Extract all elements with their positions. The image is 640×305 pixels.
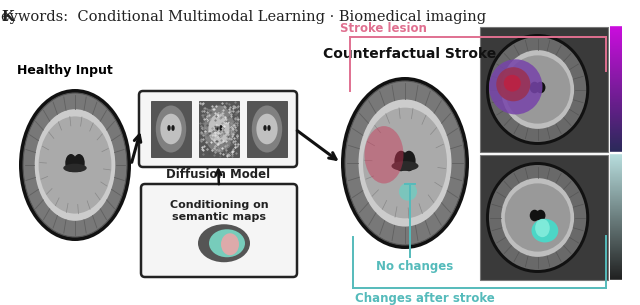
Ellipse shape <box>220 125 223 131</box>
Ellipse shape <box>399 183 417 201</box>
Ellipse shape <box>535 219 550 237</box>
Ellipse shape <box>536 210 545 221</box>
Text: Diffusion Model: Diffusion Model <box>166 168 270 181</box>
Ellipse shape <box>215 125 219 131</box>
Bar <box>199 101 239 157</box>
Text: No changes: No changes <box>376 260 453 273</box>
Ellipse shape <box>38 117 111 214</box>
Ellipse shape <box>505 56 570 124</box>
Ellipse shape <box>263 125 267 131</box>
Ellipse shape <box>530 210 540 221</box>
Ellipse shape <box>221 233 239 255</box>
Ellipse shape <box>365 126 403 184</box>
Ellipse shape <box>392 161 419 171</box>
Ellipse shape <box>363 108 447 218</box>
Ellipse shape <box>252 106 282 152</box>
Ellipse shape <box>65 154 77 172</box>
Bar <box>480 27 608 152</box>
Ellipse shape <box>156 106 186 152</box>
Text: Stroke lesion: Stroke lesion <box>340 22 427 35</box>
Ellipse shape <box>73 154 84 172</box>
Ellipse shape <box>268 125 271 131</box>
FancyBboxPatch shape <box>139 91 297 167</box>
FancyBboxPatch shape <box>141 184 297 277</box>
Ellipse shape <box>345 81 465 245</box>
Ellipse shape <box>536 82 545 93</box>
Ellipse shape <box>530 82 540 93</box>
Ellipse shape <box>489 165 586 270</box>
Ellipse shape <box>504 75 521 92</box>
Text: Conditioning on
semantic maps: Conditioning on semantic maps <box>170 200 268 222</box>
Ellipse shape <box>172 125 175 131</box>
Ellipse shape <box>209 229 245 257</box>
Ellipse shape <box>532 219 558 242</box>
Ellipse shape <box>486 162 589 273</box>
Ellipse shape <box>204 106 234 152</box>
Ellipse shape <box>501 50 574 129</box>
Ellipse shape <box>23 93 127 237</box>
Text: K: K <box>1 10 13 24</box>
Ellipse shape <box>167 125 171 131</box>
Ellipse shape <box>403 151 415 171</box>
Ellipse shape <box>505 183 570 252</box>
Text: Healthy Input: Healthy Input <box>17 64 113 77</box>
Ellipse shape <box>489 59 543 114</box>
Ellipse shape <box>486 34 589 145</box>
Ellipse shape <box>489 37 586 142</box>
Ellipse shape <box>394 151 408 171</box>
Bar <box>247 101 287 157</box>
Ellipse shape <box>496 67 531 101</box>
Text: Counterfactual Stroke: Counterfactual Stroke <box>323 47 497 61</box>
Text: eywords:  Conditional Multimodal Learning · Biomedical imaging: eywords: Conditional Multimodal Learning… <box>1 10 486 24</box>
Bar <box>151 101 191 157</box>
Ellipse shape <box>501 178 574 257</box>
Ellipse shape <box>35 109 115 221</box>
Ellipse shape <box>19 89 131 241</box>
Ellipse shape <box>358 99 451 227</box>
Ellipse shape <box>209 114 230 144</box>
Text: Changes after stroke: Changes after stroke <box>355 292 495 305</box>
Ellipse shape <box>341 77 469 249</box>
Bar <box>480 155 608 280</box>
Ellipse shape <box>198 224 250 262</box>
Ellipse shape <box>257 114 278 144</box>
Ellipse shape <box>63 164 86 172</box>
Ellipse shape <box>161 114 182 144</box>
